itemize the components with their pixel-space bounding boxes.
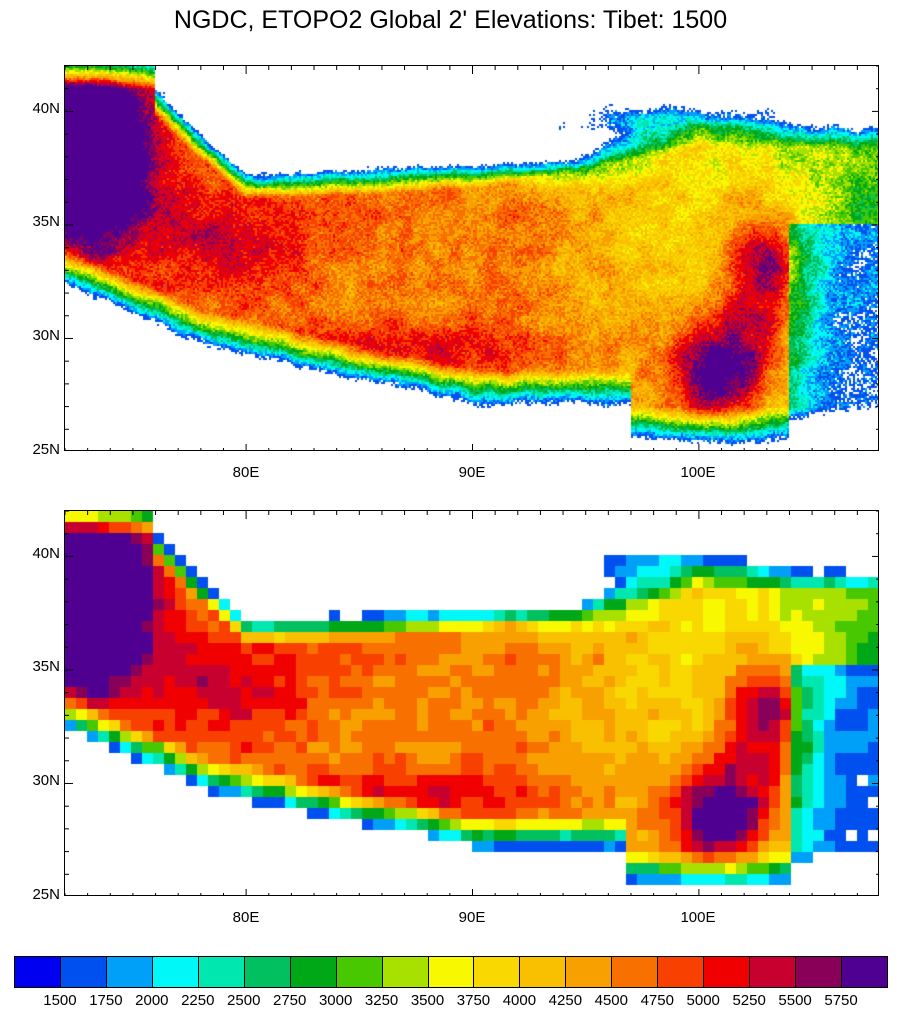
map-frame-fine	[64, 65, 879, 451]
colorbar-swatch	[611, 956, 659, 988]
x-tick-label: 100E	[680, 909, 716, 926]
colorbar-level-label: 5500	[778, 992, 812, 1009]
x-tick-label: 100E	[680, 464, 716, 481]
colorbar-swatch	[473, 956, 521, 988]
y-tick-label: 35N	[32, 213, 60, 230]
elevation-raster-fine	[65, 66, 878, 450]
y-tick-label: 25N	[32, 886, 60, 903]
colorbar-swatch	[427, 956, 475, 988]
colorbar-level-label: 2000	[135, 992, 169, 1009]
colorbar-swatch	[749, 956, 797, 988]
page-title: NGDC, ETOPO2 Global 2' Elevations: Tibet…	[173, 6, 728, 34]
colorbar-swatch	[151, 956, 199, 988]
y-tick-label: 40N	[32, 545, 60, 562]
colorbar-swatch	[703, 956, 751, 988]
colorbar-swatch	[14, 956, 61, 988]
colorbar-level-label: 4000	[502, 992, 537, 1009]
colorbar-level-label: 3500	[410, 992, 445, 1009]
colorbar-level-label: 2500	[227, 992, 261, 1009]
colorbar-swatch	[841, 956, 888, 988]
colorbar-swatch	[565, 956, 613, 988]
colorbar-level-label: 2250	[181, 992, 215, 1009]
map-frame-coarse	[64, 510, 879, 896]
colorbar-level-label: 3750	[456, 992, 491, 1009]
x-tick-label: 80E	[232, 464, 260, 481]
colorbar-swatch	[197, 956, 245, 988]
colorbar-level-label: 5250	[732, 992, 766, 1009]
y-tick-label: 25N	[32, 441, 60, 458]
colorbar-swatch	[59, 956, 107, 988]
y-tick-label: 30N	[32, 327, 60, 344]
colorbar-level-label: 1500	[43, 992, 77, 1009]
y-tick-label: 40N	[32, 100, 60, 117]
colorbar-level-label: 4500	[594, 992, 628, 1009]
colorbar-swatch	[335, 956, 383, 988]
colorbar-swatch	[795, 956, 843, 988]
colorbar-swatch	[105, 956, 153, 988]
colorbar-swatch	[657, 956, 705, 988]
axis-ticks-bottom	[65, 511, 878, 895]
y-tick-label: 30N	[32, 772, 60, 789]
colorbar-level-label: 5750	[824, 992, 858, 1009]
colorbar	[14, 956, 888, 988]
colorbar-level-label: 2750	[272, 992, 307, 1009]
elevation-raster-coarse	[65, 511, 878, 895]
x-tick-label: 90E	[458, 464, 486, 481]
axis-ticks-top	[65, 66, 878, 450]
colorbar-swatch	[519, 956, 567, 988]
y-tick-label: 35N	[32, 658, 60, 675]
colorbar-swatch	[289, 956, 337, 988]
colorbar-swatch	[381, 956, 429, 988]
x-tick-label: 80E	[232, 909, 260, 926]
colorbar-level-label: 4750	[640, 992, 674, 1009]
x-tick-label: 90E	[458, 909, 486, 926]
colorbar-level-label: 5000	[686, 992, 720, 1009]
colorbar-level-label: 3250	[364, 992, 399, 1009]
colorbar-level-label: 3000	[318, 992, 353, 1009]
colorbar-level-label: 4250	[548, 992, 583, 1009]
colorbar-swatch	[243, 956, 291, 988]
colorbar-level-label: 1750	[89, 992, 123, 1009]
